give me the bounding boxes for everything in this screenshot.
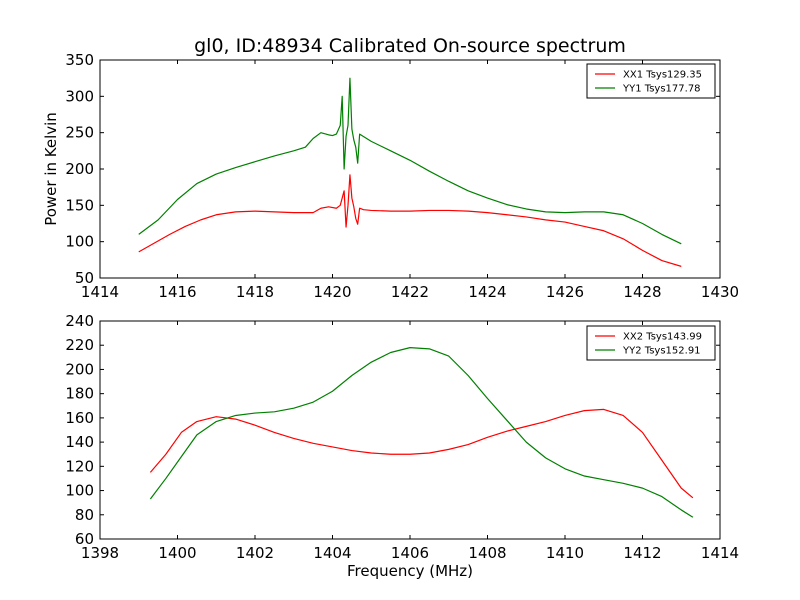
y-tick-label: 120 xyxy=(65,457,94,475)
x-tick-label: 1424 xyxy=(468,283,506,301)
y-tick-label: 350 xyxy=(65,51,94,69)
x-tick-label: 1422 xyxy=(391,283,429,301)
legend xyxy=(586,63,716,99)
y-tick-label: 160 xyxy=(65,409,94,427)
y-tick-label: 180 xyxy=(65,385,94,403)
bottom-axes: 1398 1400 1402 1404 1406 1408 1410 1412 1414 60 80… xyxy=(65,312,739,562)
legend-label: YY2 Tsys152.91 xyxy=(622,346,701,357)
y-tick-label: 220 xyxy=(65,336,94,354)
series-line-yy2 xyxy=(149,347,694,518)
x-tick-label: 1416 xyxy=(158,283,196,301)
y-tick-label: 150 xyxy=(65,196,94,214)
series-line-xx2 xyxy=(149,408,694,499)
legend-label: XX2 Tsys143.99 xyxy=(623,332,702,343)
y-tick-label: 200 xyxy=(65,360,94,378)
x-tick-label: 1406 xyxy=(391,544,429,562)
x-tick-label: 1418 xyxy=(236,283,274,301)
y-tick-label: 140 xyxy=(65,433,94,451)
y-axis-label: Power in Kelvin xyxy=(42,112,60,226)
y-tick-label: 250 xyxy=(65,124,94,142)
chart-title: gl0, ID:48934 Calibrated On-source spect… xyxy=(194,35,626,57)
x-tick-label: 1410 xyxy=(546,544,584,562)
x-tick-label: 1428 xyxy=(623,283,661,301)
legend xyxy=(586,325,716,361)
x-tick-label: 1402 xyxy=(236,544,274,562)
x-tick-label: 1404 xyxy=(313,544,351,562)
y-tick-label: 100 xyxy=(65,482,94,500)
y-tick-label: 100 xyxy=(65,233,94,251)
y-tick-label: 60 xyxy=(75,530,94,548)
y-tick-label: 50 xyxy=(75,269,94,287)
x-tick-label: 1412 xyxy=(623,544,661,562)
x-tick-label: 1398 xyxy=(81,544,119,562)
x-tick-label: 1426 xyxy=(546,283,584,301)
y-tick-label: 240 xyxy=(65,312,94,330)
x-tick-label: 1430 xyxy=(701,283,739,301)
top-axes: 1414 1416 1418 1420 1422 1424 1426 1428 1430 50 10… xyxy=(65,51,739,301)
y-tick-label: 200 xyxy=(65,160,94,178)
legend-label: YY1 Tsys177.78 xyxy=(622,84,701,95)
series-line-yy1 xyxy=(138,77,682,245)
y-tick-label: 80 xyxy=(75,506,94,524)
series-line-xx1 xyxy=(138,174,682,267)
x-tick-label: 1400 xyxy=(158,544,196,562)
legend-label: XX1 Tsys129.35 xyxy=(623,70,702,81)
x-tick-label: 1408 xyxy=(468,544,506,562)
x-tick-label: 1420 xyxy=(313,283,351,301)
y-tick-label: 300 xyxy=(65,87,94,105)
x-tick-label: 1414 xyxy=(701,544,739,562)
x-axis-label: Frequency (MHz) xyxy=(347,562,473,580)
x-tick-label: 1414 xyxy=(81,283,119,301)
